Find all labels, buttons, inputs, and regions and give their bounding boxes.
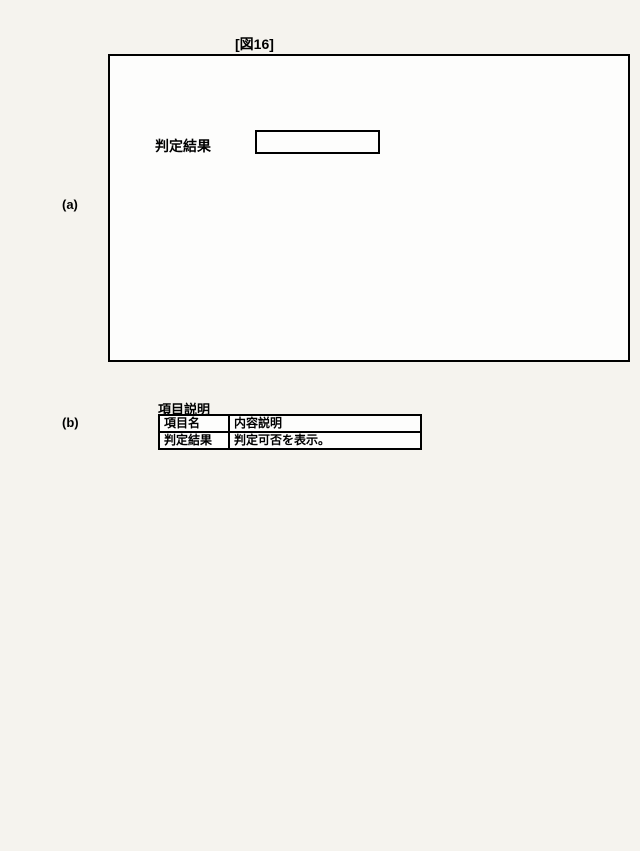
panel-a-frame: 判定結果 — [108, 54, 630, 362]
table-header-cell: 項目名 — [159, 415, 229, 432]
table-row: 項目名 内容説明 — [159, 415, 421, 432]
table-header-cell: 内容説明 — [229, 415, 421, 432]
panel-b-label: (b) — [62, 415, 79, 430]
table-cell: 判定結果 — [159, 432, 229, 449]
description-table: 項目名 内容説明 判定結果 判定可否を表示。 — [158, 414, 422, 450]
table-cell: 判定可否を表示。 — [229, 432, 421, 449]
result-value-box — [255, 130, 380, 154]
panel-a-label: (a) — [62, 197, 78, 212]
figure-title: [図16] — [235, 34, 274, 54]
result-label: 判定結果 — [155, 136, 211, 156]
table-row: 判定結果 判定可否を表示。 — [159, 432, 421, 449]
